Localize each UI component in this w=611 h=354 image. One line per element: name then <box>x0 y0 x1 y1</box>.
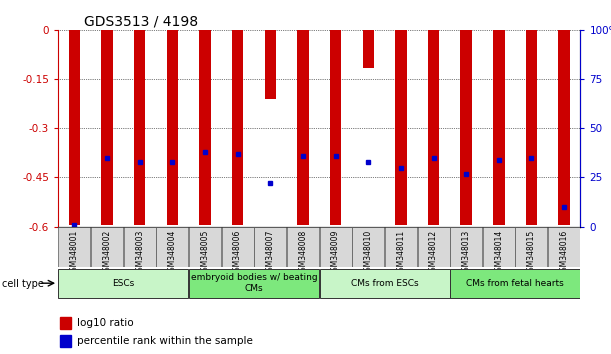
Text: GSM348007: GSM348007 <box>266 230 275 276</box>
Bar <box>525 30 537 225</box>
Bar <box>134 30 145 225</box>
Text: GDS3513 / 4198: GDS3513 / 4198 <box>84 15 199 29</box>
Bar <box>199 30 211 225</box>
Text: GSM348001: GSM348001 <box>70 230 79 276</box>
FancyBboxPatch shape <box>222 227 254 267</box>
Bar <box>60 316 71 329</box>
FancyBboxPatch shape <box>59 269 188 298</box>
Text: CMs from fetal hearts: CMs from fetal hearts <box>466 279 564 288</box>
Text: GSM348015: GSM348015 <box>527 230 536 276</box>
Text: embryoid bodies w/ beating
CMs: embryoid bodies w/ beating CMs <box>191 274 317 293</box>
Text: ESCs: ESCs <box>112 279 134 288</box>
FancyBboxPatch shape <box>450 269 580 298</box>
FancyBboxPatch shape <box>483 227 515 267</box>
FancyBboxPatch shape <box>352 227 384 267</box>
Bar <box>395 30 406 225</box>
Bar <box>297 30 309 225</box>
FancyBboxPatch shape <box>59 227 90 267</box>
FancyBboxPatch shape <box>417 227 450 267</box>
FancyBboxPatch shape <box>189 227 221 267</box>
Text: GSM348006: GSM348006 <box>233 230 242 276</box>
Bar <box>265 30 276 99</box>
Bar <box>493 30 505 225</box>
Bar <box>330 30 342 225</box>
FancyBboxPatch shape <box>123 227 156 267</box>
Text: GSM348016: GSM348016 <box>560 230 569 276</box>
FancyBboxPatch shape <box>548 227 580 267</box>
FancyBboxPatch shape <box>254 227 287 267</box>
Bar <box>558 30 570 225</box>
Text: GSM348012: GSM348012 <box>429 230 438 276</box>
Text: GSM348010: GSM348010 <box>364 230 373 276</box>
Text: GSM348009: GSM348009 <box>331 230 340 276</box>
Text: GSM348005: GSM348005 <box>200 230 210 276</box>
Text: GSM348014: GSM348014 <box>494 230 503 276</box>
FancyBboxPatch shape <box>156 227 188 267</box>
Text: percentile rank within the sample: percentile rank within the sample <box>77 336 253 346</box>
Text: GSM348002: GSM348002 <box>103 230 112 276</box>
FancyBboxPatch shape <box>320 227 351 267</box>
Bar <box>428 30 439 225</box>
Text: GSM348013: GSM348013 <box>462 230 470 276</box>
FancyBboxPatch shape <box>516 227 547 267</box>
Text: GSM348004: GSM348004 <box>168 230 177 276</box>
Text: GSM348008: GSM348008 <box>298 230 307 276</box>
FancyBboxPatch shape <box>385 227 417 267</box>
Text: cell type: cell type <box>2 279 44 289</box>
Bar <box>362 30 374 68</box>
Text: log10 ratio: log10 ratio <box>77 318 133 328</box>
Bar <box>68 30 80 225</box>
FancyBboxPatch shape <box>91 227 123 267</box>
Text: GSM348003: GSM348003 <box>135 230 144 276</box>
FancyBboxPatch shape <box>320 269 450 298</box>
FancyBboxPatch shape <box>189 269 319 298</box>
Text: CMs from ESCs: CMs from ESCs <box>351 279 419 288</box>
Bar <box>461 30 472 225</box>
Bar <box>232 30 243 225</box>
FancyBboxPatch shape <box>450 227 482 267</box>
FancyBboxPatch shape <box>287 227 319 267</box>
Text: GSM348011: GSM348011 <box>397 230 405 276</box>
Bar <box>167 30 178 225</box>
Bar <box>101 30 113 225</box>
Bar <box>60 335 71 347</box>
